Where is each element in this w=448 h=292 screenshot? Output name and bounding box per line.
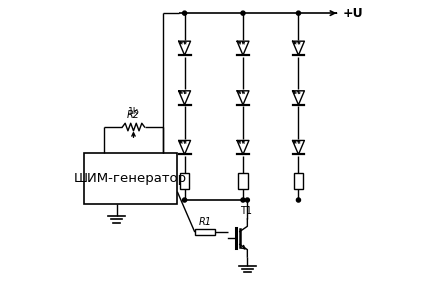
Text: +U: +U xyxy=(342,7,363,20)
Bar xyxy=(294,173,303,189)
Text: 1k: 1k xyxy=(128,107,139,116)
Bar xyxy=(195,229,215,235)
Circle shape xyxy=(241,198,245,202)
Text: ШИМ-генератор: ШИМ-генератор xyxy=(74,172,187,185)
Text: T1: T1 xyxy=(240,206,252,216)
Circle shape xyxy=(182,11,187,15)
Bar xyxy=(238,173,248,189)
Text: R2: R2 xyxy=(127,110,140,120)
Circle shape xyxy=(241,11,245,15)
Text: R1: R1 xyxy=(198,217,211,227)
Bar xyxy=(84,153,177,204)
Circle shape xyxy=(297,11,301,15)
Circle shape xyxy=(246,198,250,202)
Bar xyxy=(180,173,189,189)
Circle shape xyxy=(182,198,187,202)
Circle shape xyxy=(297,198,301,202)
